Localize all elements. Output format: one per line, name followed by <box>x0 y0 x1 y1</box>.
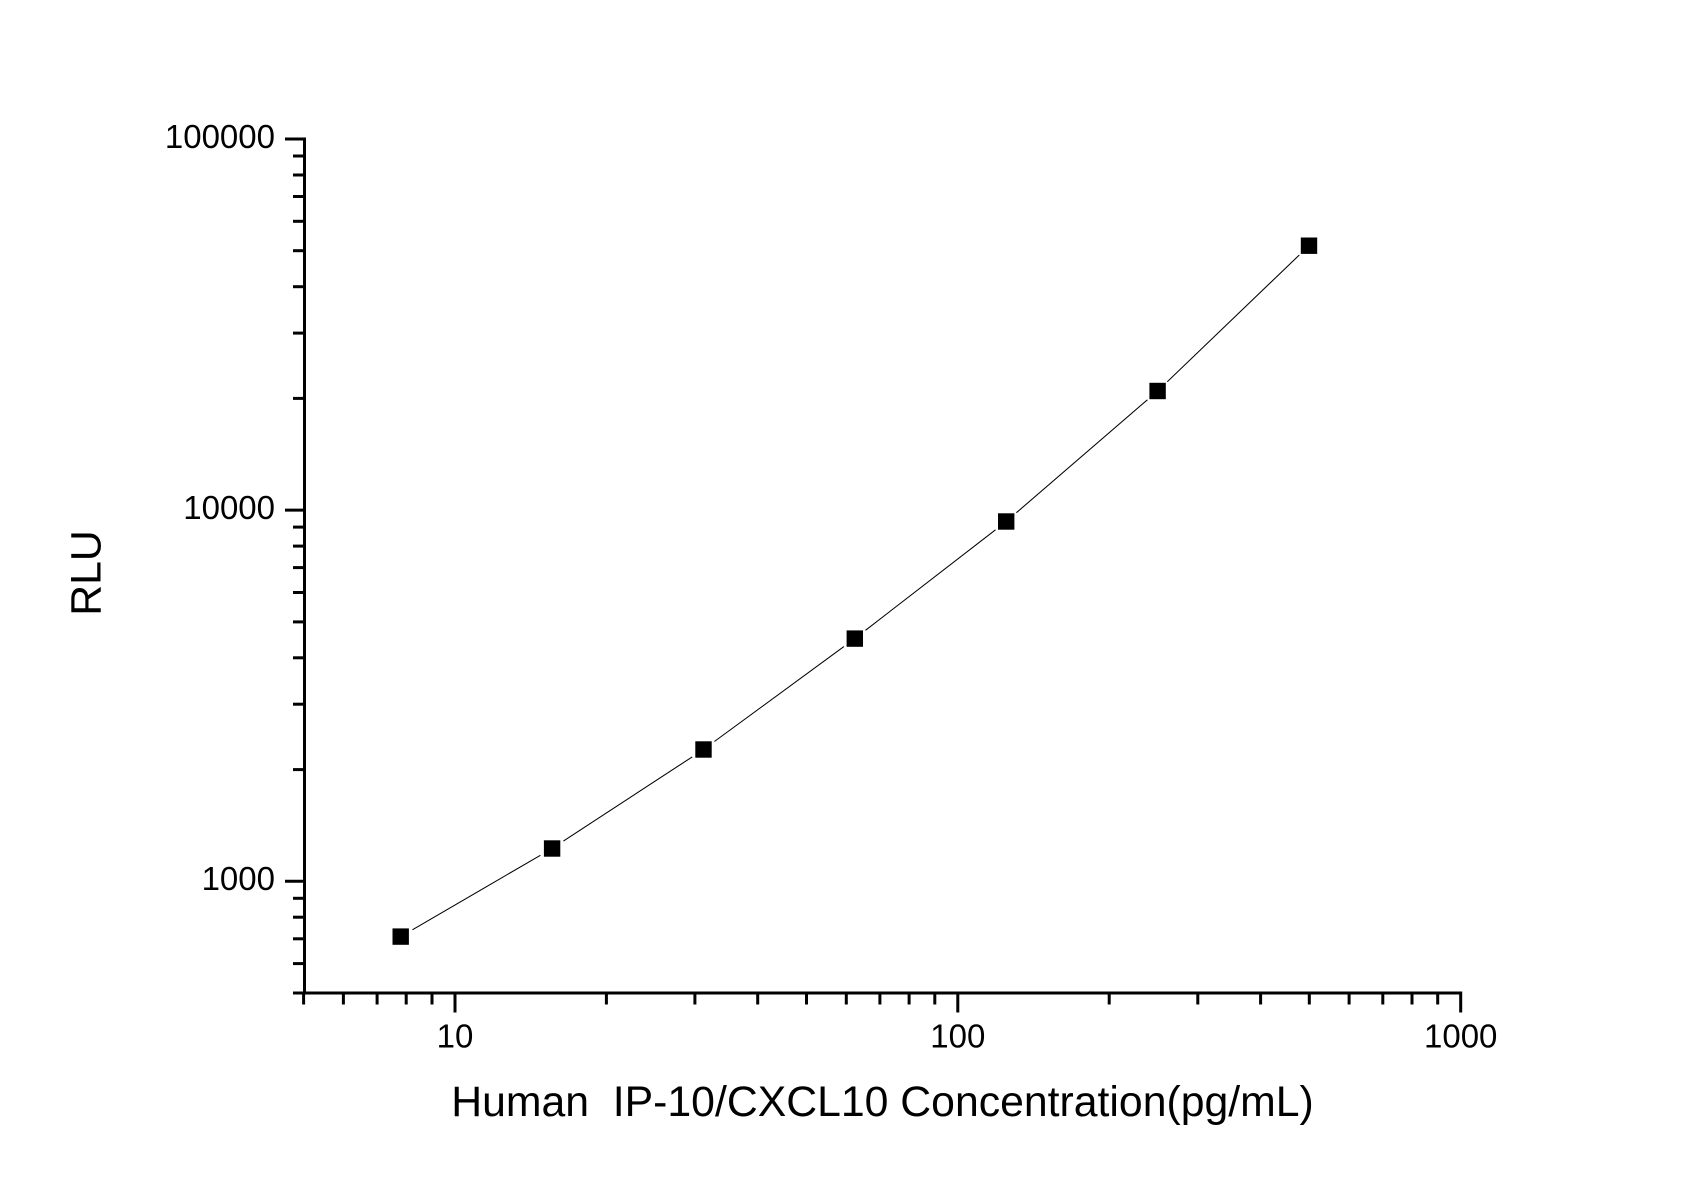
svg-text:1000: 1000 <box>202 860 275 897</box>
svg-text:10000: 10000 <box>183 489 275 526</box>
svg-text:100000: 100000 <box>165 118 275 155</box>
svg-text:Human IP-10/CXCL10 Concentrat: Human IP-10/CXCL10 Concentration(pg/mL) <box>451 1078 1314 1126</box>
svg-text:1000: 1000 <box>1424 1018 1497 1055</box>
svg-text:10: 10 <box>437 1018 474 1055</box>
svg-text:RLU: RLU <box>63 530 111 616</box>
svg-text:100: 100 <box>930 1018 985 1055</box>
